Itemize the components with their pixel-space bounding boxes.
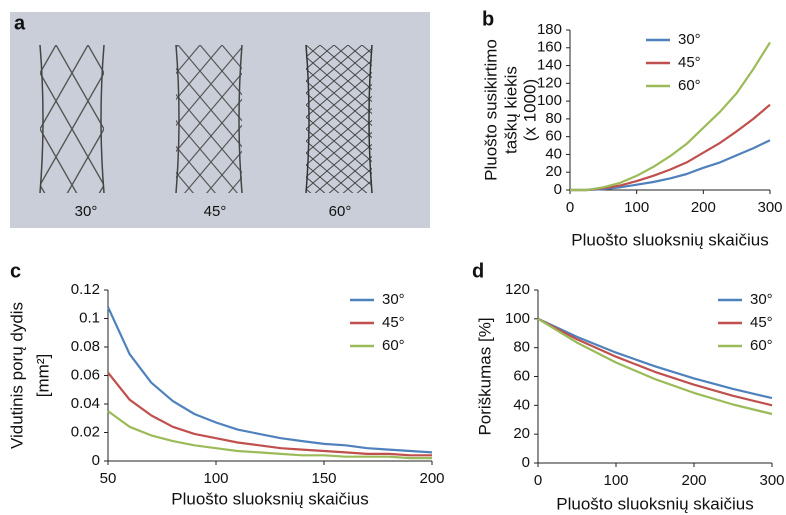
y-tick-label: 0 [522, 454, 530, 471]
y-tick-label: 0 [554, 181, 562, 198]
series-line [537, 317, 773, 407]
y-tick-label: 120 [537, 74, 562, 91]
stent-label: 45° [204, 203, 227, 220]
y-axis-title: Poriškumas [%] [475, 317, 494, 435]
y-tick-label: 0.12 [71, 281, 100, 298]
stent-60 [305, 44, 373, 194]
y-tick-label: 20 [545, 163, 562, 180]
x-tick-label: 0 [566, 199, 574, 216]
series-line [537, 317, 773, 400]
x-tick-label: 300 [759, 472, 784, 489]
legend-label: 30° [382, 291, 405, 308]
y-tick-label: 20 [513, 425, 530, 442]
y-axis-title: (x 1000) [520, 79, 539, 141]
legend-label: 60° [678, 77, 701, 94]
panel-label: b [482, 8, 494, 30]
x-tick-label: 0 [534, 472, 542, 489]
stent-label: 30° [75, 203, 98, 220]
series-line [537, 317, 773, 416]
stent-45 [175, 44, 243, 194]
panel-label: a [14, 12, 26, 34]
y-tick-label: 60 [545, 128, 562, 145]
y-tick-label: 80 [545, 110, 562, 127]
y-tick-label: 0.1 [79, 309, 100, 326]
stent-label: 60° [329, 203, 352, 220]
y-tick-label: 0.04 [71, 395, 100, 412]
y-tick-label: 80 [513, 339, 530, 356]
legend-label: 60° [750, 337, 773, 354]
legend-label: 45° [750, 314, 773, 331]
x-axis-title: Pluošto sluoksnių skaičius [171, 489, 368, 508]
series-line [107, 371, 432, 457]
x-tick-label: 200 [691, 199, 716, 216]
y-tick-label: 0.02 [71, 423, 100, 440]
legend-label: 45° [382, 314, 405, 331]
x-tick-label: 300 [757, 199, 782, 216]
x-tick-label: 50 [100, 470, 117, 487]
x-tick-label: 200 [419, 470, 444, 487]
y-axis-title: Vidutinis porų dydis [7, 302, 26, 449]
x-tick-label: 200 [681, 472, 706, 489]
y-axis-title: [mm²] [33, 354, 52, 397]
x-tick-label: 100 [603, 472, 628, 489]
y-axis-title: taškų kiekis [501, 66, 520, 154]
series-line [107, 306, 433, 454]
x-axis-title: Pluošto sluoksnių skaičius [556, 494, 753, 513]
x-tick-label: 100 [624, 199, 649, 216]
y-tick-label: 140 [537, 57, 562, 74]
y-tick-label: 160 [537, 39, 562, 56]
x-axis-title: Pluošto sluoksnių skaičius [571, 230, 768, 249]
legend-label: 60° [382, 337, 405, 354]
y-tick-label: 0 [92, 452, 100, 469]
x-tick-label: 150 [311, 470, 336, 487]
panel-label: d [472, 260, 484, 282]
x-tick-label: 100 [203, 470, 228, 487]
y-axis-title: Pluošto susikirtimo [481, 39, 500, 181]
legend-label: 30° [678, 31, 701, 48]
y-tick-label: 180 [537, 21, 562, 38]
series-line [570, 41, 771, 192]
y-tick-label: 100 [505, 310, 530, 327]
y-tick-label: 100 [537, 92, 562, 109]
y-tick-label: 60 [513, 367, 530, 384]
y-tick-label: 120 [505, 281, 530, 298]
panel-label: c [10, 260, 21, 282]
y-tick-label: 0.08 [71, 338, 100, 355]
y-tick-label: 40 [513, 396, 530, 413]
legend-label: 45° [678, 54, 701, 71]
legend-label: 30° [750, 291, 773, 308]
stent-30 [39, 44, 105, 194]
y-tick-label: 0.06 [71, 366, 100, 383]
series-line [570, 139, 771, 192]
y-tick-label: 40 [545, 145, 562, 162]
series-line [570, 103, 771, 192]
series-line [107, 410, 432, 460]
